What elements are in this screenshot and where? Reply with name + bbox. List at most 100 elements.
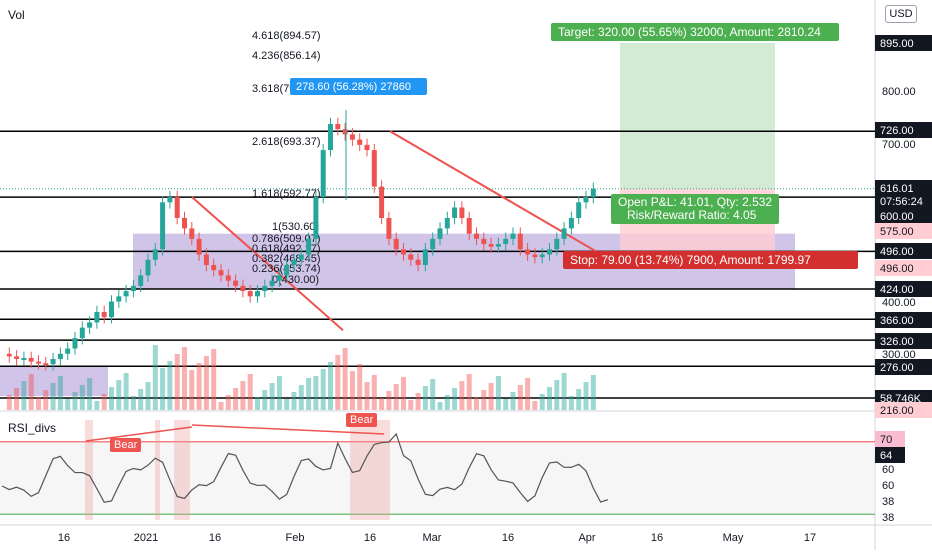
target-badge[interactable] — [551, 23, 839, 41]
candle-body — [196, 238, 202, 255]
volume-bar — [109, 387, 114, 410]
rsi-line — [1, 432, 609, 503]
price-badge — [875, 402, 932, 418]
volume-bar — [298, 385, 304, 410]
candle-body — [138, 275, 144, 286]
volume-bar — [547, 387, 552, 410]
volume-bar — [160, 368, 166, 410]
price-badge — [875, 260, 932, 276]
candle-body — [87, 322, 93, 328]
candle-body — [57, 353, 63, 359]
candle-body — [547, 249, 552, 255]
price-badge — [875, 359, 932, 375]
pnl-badge-line1: Open P&L: 41.01, Qty: 2.532 — [618, 195, 772, 209]
volume-bar — [50, 383, 56, 410]
fib-level-label: 3.618(79 — [252, 83, 295, 95]
volume-bar — [57, 376, 63, 410]
candle-body — [28, 357, 34, 362]
stop-badge[interactable] — [563, 251, 858, 269]
price-badge-label: 276.00 — [880, 362, 914, 374]
pnl-badge[interactable] — [611, 194, 779, 224]
volume-bar — [291, 392, 297, 410]
volume-bar — [152, 345, 158, 410]
volume-bar — [87, 378, 93, 410]
candle-body — [225, 275, 231, 281]
volume-bar — [342, 348, 348, 410]
volume-bar — [116, 380, 122, 410]
rsi-tick-label: 60 — [882, 480, 894, 492]
volume-bar — [313, 376, 319, 410]
candle-body — [284, 264, 290, 276]
price-badge — [875, 35, 932, 51]
fib-level-label: 1.618(592.77) — [252, 188, 321, 200]
volume-bar — [306, 378, 312, 410]
candle-body — [240, 285, 246, 292]
volume-bar — [488, 383, 494, 410]
rsi-tick-label: 60 — [882, 464, 894, 476]
candle-body — [21, 357, 27, 360]
volume-bar — [576, 389, 582, 410]
price-badge-label: 366.00 — [880, 315, 914, 327]
range-box-left — [0, 366, 108, 396]
candle-body — [167, 197, 173, 203]
price-tick-label: 300.00 — [882, 349, 916, 361]
price-badge — [875, 208, 932, 224]
candle-body — [481, 238, 487, 245]
volume-bar — [452, 388, 458, 410]
volume-bar — [284, 399, 290, 410]
volume-bar — [379, 398, 385, 410]
volume-bar — [94, 401, 100, 410]
volume-bar — [269, 383, 275, 410]
candle-body — [590, 188, 596, 198]
measure-badge-text: 278.60 (56.28%) 27860 — [296, 81, 411, 93]
volume-bar — [167, 361, 173, 410]
measure-badge[interactable] — [290, 78, 427, 95]
time-axis-label: 16 — [502, 532, 514, 544]
candle-body — [349, 134, 355, 140]
candle-body — [371, 150, 377, 187]
volume-bar — [561, 373, 567, 410]
candle-body — [276, 275, 282, 281]
price-badge — [875, 312, 932, 328]
time-axis-label: 16 — [58, 532, 70, 544]
currency-button[interactable]: USD — [885, 5, 917, 23]
volume-bar — [262, 390, 268, 410]
trend-line[interactable] — [191, 196, 344, 332]
candle-body — [561, 228, 567, 239]
candle-body — [247, 291, 253, 297]
volume-bar — [364, 382, 370, 410]
candle-body — [152, 249, 158, 260]
candle-body — [430, 238, 436, 250]
candle-body — [503, 238, 509, 245]
candle-body — [262, 285, 268, 292]
volume-bar — [590, 375, 596, 410]
price-badge — [875, 223, 932, 239]
rsi-divergence-zone — [155, 420, 160, 520]
target-zone — [620, 43, 775, 189]
time-axis-label: 16 — [651, 532, 663, 544]
volume-bar — [196, 363, 202, 410]
rsi-divergence-line — [191, 424, 385, 435]
candle-body — [517, 233, 523, 250]
volume-bar — [189, 370, 195, 410]
candle-body — [364, 144, 370, 151]
price-tick-label: 400.00 — [882, 297, 916, 309]
volume-bar — [525, 378, 531, 410]
time-axis-label: 17 — [804, 532, 816, 544]
volume-bar — [466, 374, 472, 410]
volume-bar — [225, 395, 231, 410]
volume-bar — [510, 392, 516, 410]
candle-body — [313, 197, 319, 239]
volume-bar — [568, 396, 574, 410]
volume-bar — [138, 389, 144, 410]
fib-level-label: 2.618(693.37) — [252, 136, 321, 148]
candle-body — [510, 233, 516, 239]
candle-body — [72, 338, 78, 349]
candle-body — [459, 207, 465, 218]
price-badge — [875, 122, 932, 138]
candle-body — [65, 348, 71, 354]
volume-bar — [123, 373, 129, 410]
candle-body — [36, 361, 41, 364]
